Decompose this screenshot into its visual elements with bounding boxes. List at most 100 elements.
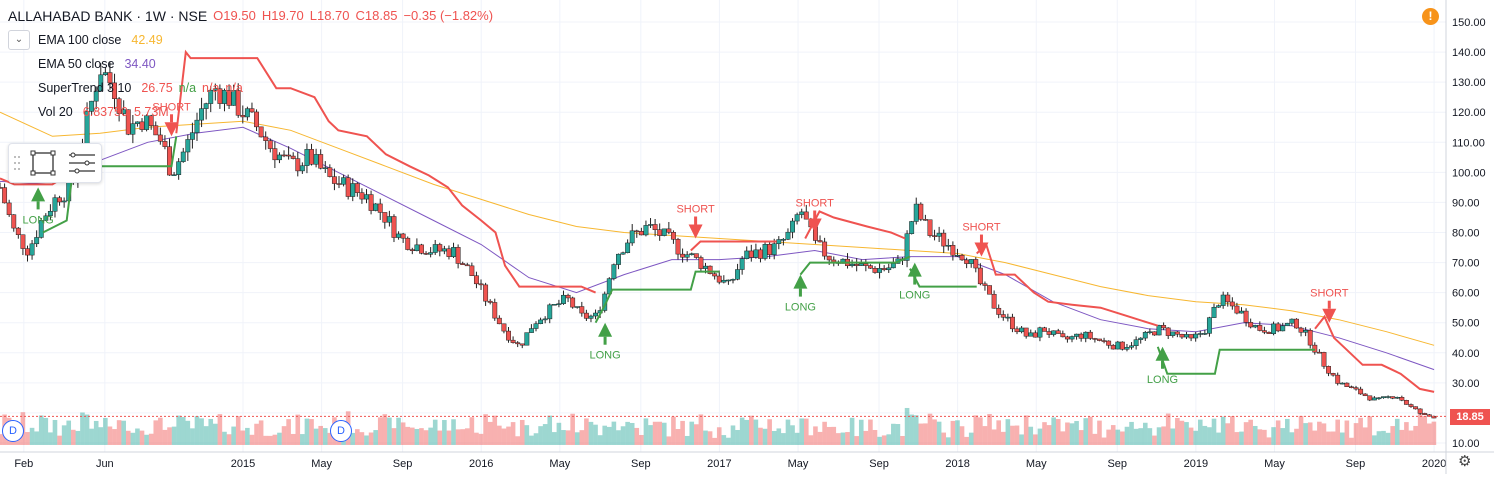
volume-bar (1367, 416, 1373, 445)
candle-body (428, 252, 434, 255)
volume-bar (432, 419, 438, 445)
long-arrow-stem (1161, 360, 1165, 369)
volume-bar (973, 415, 979, 445)
drag-handle-icon[interactable] (14, 156, 20, 170)
volume-bar (661, 422, 667, 445)
y-tick-label: 40.00 (1452, 348, 1480, 360)
candle-body (684, 254, 690, 258)
volume-bar (1390, 426, 1395, 445)
volume-bar (222, 431, 227, 445)
volume-bar (1220, 416, 1226, 445)
candle-body (982, 283, 988, 286)
volume-bar (891, 423, 896, 445)
indicator-value-2: n/a (178, 81, 197, 95)
volume-bar (611, 421, 617, 445)
candle-body (730, 279, 736, 281)
open-value: O19.50 (213, 8, 256, 23)
candle-body (799, 211, 805, 215)
candle-body (281, 154, 287, 157)
candle-body (570, 297, 576, 308)
indicator-ema100[interactable]: ⌄ EMA 100 close 42.49 (8, 28, 493, 52)
candle-body (1330, 373, 1336, 376)
candle-body (1399, 397, 1405, 401)
candle-body (1152, 331, 1157, 336)
candle-body (556, 303, 562, 305)
candle-body (176, 161, 182, 175)
volume-bar (721, 435, 727, 445)
volume-bar (675, 429, 681, 445)
long-signal-label: LONG (23, 214, 54, 226)
dividend-icon[interactable]: D (330, 420, 352, 442)
candle-body (533, 323, 539, 329)
x-tick-label: May (788, 458, 809, 470)
volume-bar (1211, 418, 1217, 445)
volume-bar (405, 426, 411, 445)
candle-body (1119, 341, 1125, 350)
y-tick-label: 120.00 (1452, 107, 1486, 119)
volume-bar (781, 433, 786, 445)
candle-body (1101, 340, 1107, 342)
candle-body (574, 306, 580, 308)
x-tick-label: Sep (631, 458, 651, 470)
candle-body (648, 224, 653, 226)
alert-icon[interactable]: ! (1422, 8, 1439, 25)
candle-body (478, 283, 484, 286)
volume-bar (597, 435, 603, 445)
volume-bar (48, 432, 53, 445)
short-signal-label: SHORT (962, 222, 1001, 234)
candle-body (441, 248, 447, 252)
candle-body (945, 245, 951, 247)
volume-bar (542, 424, 548, 445)
candle-body (890, 263, 896, 269)
indicator-supertrend[interactable]: SuperTrend 3 10 26.75 n/a n/a n/a (8, 76, 493, 100)
candle-body (643, 225, 649, 236)
indicator-ema50[interactable]: EMA 50 close 34.40 (8, 52, 493, 76)
candle-body (666, 228, 672, 233)
volume-bar (400, 422, 406, 445)
candle-body (1344, 382, 1350, 387)
volume-bar (29, 427, 35, 445)
volume-bar (529, 435, 534, 445)
long-arrow-icon (793, 274, 808, 289)
dividend-icon[interactable]: D (2, 420, 24, 442)
y-tick-label: 10.00 (1452, 438, 1480, 450)
candle-body (1413, 406, 1419, 410)
x-tick-label: 2017 (707, 458, 731, 470)
candle-body (1225, 294, 1231, 303)
candle-body (1138, 337, 1144, 340)
volume-bar (593, 424, 598, 445)
indicator-volume[interactable]: Vol 20 6.83750 5.73M (8, 100, 493, 124)
volume-bar (895, 424, 901, 445)
supertrend-up-line (1156, 346, 1315, 375)
volume-bar (387, 417, 392, 445)
gear-icon[interactable]: ⚙ (1458, 453, 1472, 470)
symbol-title[interactable]: ALLAHABAD BANK · 1W · NSE (8, 8, 208, 24)
volume-bar (863, 430, 869, 445)
candle-body (767, 244, 773, 255)
candle-body (501, 323, 507, 332)
drawing-toolbar[interactable] (8, 143, 102, 183)
volume-bar (515, 436, 520, 445)
candle-body (153, 125, 159, 136)
indicator-value: 42.49 (131, 33, 163, 47)
candle-body (588, 315, 594, 319)
lines-icon[interactable] (69, 152, 95, 174)
chevron-down-icon[interactable]: ⌄ (8, 30, 30, 50)
long-arrow-stem (36, 201, 40, 210)
candle-body (1353, 387, 1359, 390)
volume-bar (208, 418, 214, 445)
x-tick-label: Feb (14, 458, 33, 470)
volume-bar (130, 432, 136, 445)
volume-bar (716, 427, 722, 445)
candle-body (863, 263, 869, 266)
volume-bar (1289, 432, 1295, 445)
candle-body (707, 265, 713, 274)
change-value: −0.35 (−1.82%) (403, 8, 494, 23)
candle-body (519, 343, 525, 346)
volume-bar (1156, 427, 1162, 445)
candle-body (959, 255, 965, 261)
candle-body (968, 259, 974, 264)
rectangle-select-icon[interactable] (30, 150, 56, 176)
